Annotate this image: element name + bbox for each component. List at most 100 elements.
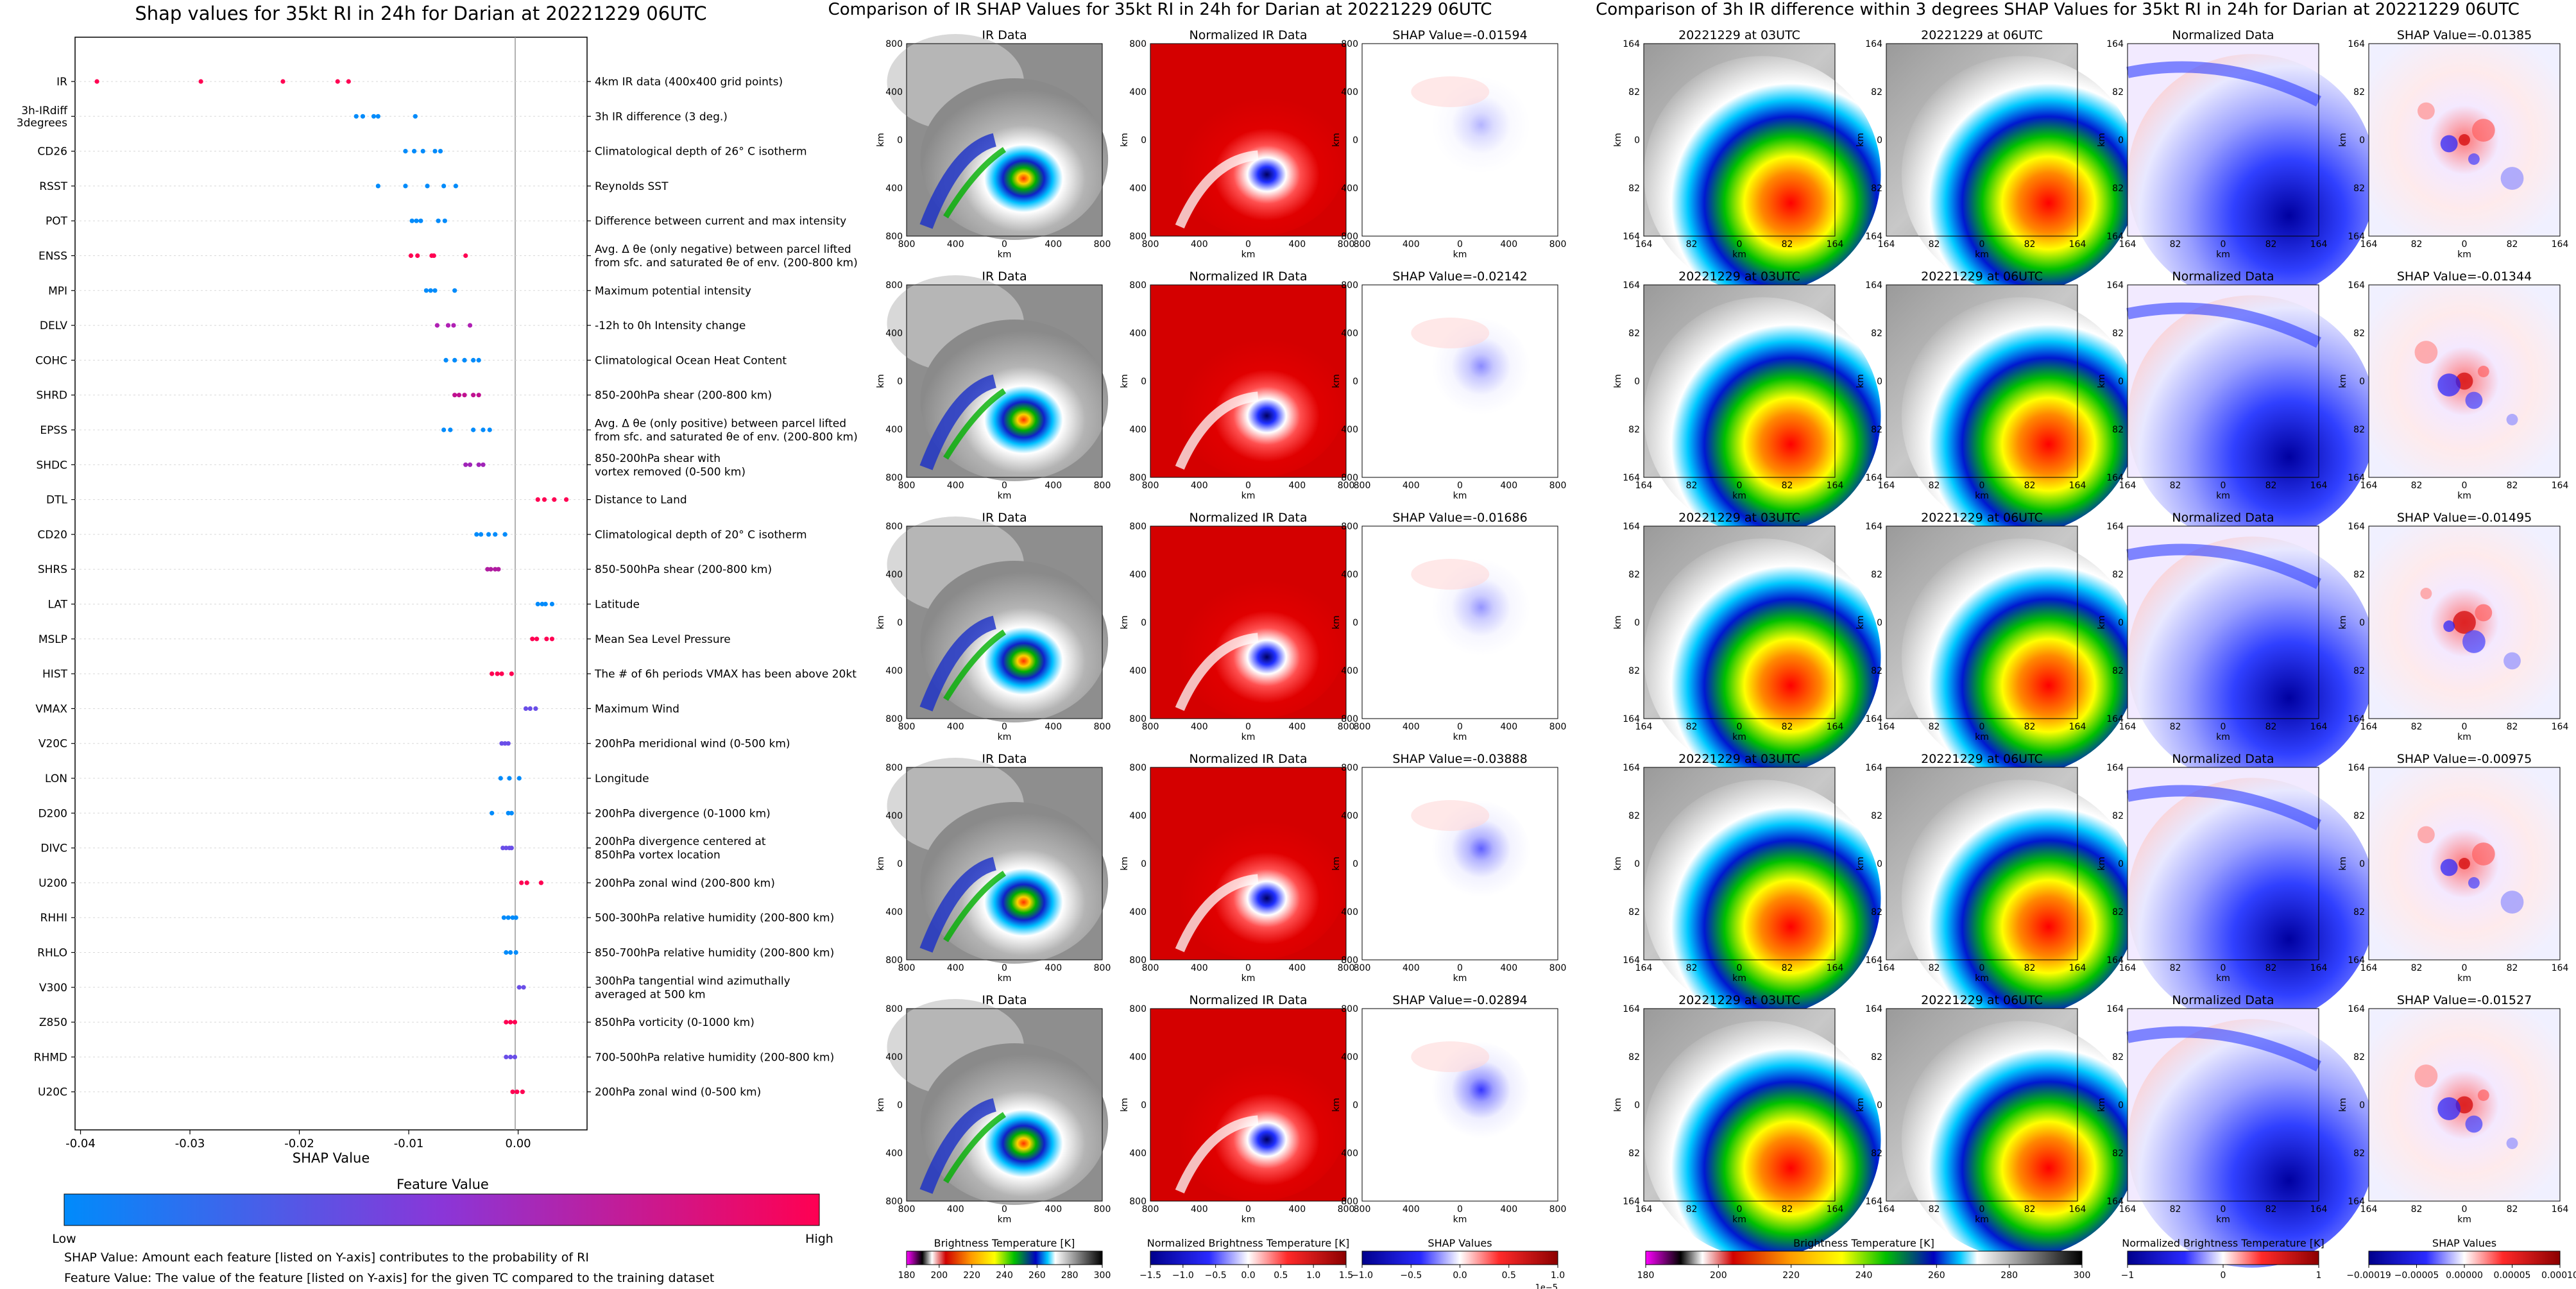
x-tick-label: 0 — [1245, 1204, 1251, 1215]
y-tick-label: 82 — [1628, 184, 1640, 194]
shap-point — [512, 1020, 518, 1025]
x-axis-label: km — [2216, 1215, 2230, 1225]
y-tick-label: 82 — [2112, 1052, 2124, 1063]
panel-title: SHAP Value=-0.01527 — [2397, 993, 2532, 1007]
x-tick-label: 800 — [898, 963, 916, 973]
feature-label: V20C — [38, 738, 67, 751]
y-tick-label: 82 — [2112, 184, 2124, 194]
shap-point — [471, 427, 476, 432]
feature-label: Z850 — [39, 1016, 67, 1029]
y-tick-label: 82 — [2112, 87, 2124, 98]
panel-title: IR Data — [982, 269, 1027, 284]
y-tick-label: 400 — [1129, 425, 1147, 435]
x-tick-label: 800 — [1338, 1204, 1355, 1215]
shap-point — [496, 567, 501, 572]
panel-frame — [1150, 1008, 1347, 1202]
rain-band — [919, 374, 997, 470]
shap-point — [512, 1054, 518, 1059]
x-tick-label: 400 — [1045, 239, 1062, 250]
shap-point — [549, 601, 555, 607]
y-tick-label: 0 — [1352, 135, 1358, 146]
x-tick-label: 82 — [1782, 481, 1793, 491]
colorbar-strip — [1150, 1251, 1347, 1265]
y-tick-label: 164 — [1623, 280, 1640, 291]
y-tick-label: 800 — [1129, 473, 1147, 483]
y-tick-label: 800 — [885, 232, 903, 242]
panel-title: SHAP Value=-0.02142 — [1392, 269, 1527, 284]
y-tick-label: 400 — [1129, 811, 1147, 821]
colorbar-tick-label: 240 — [996, 1270, 1013, 1281]
y-axis-label: km — [2338, 133, 2348, 147]
storm-core — [1644, 780, 1881, 1017]
shap-point — [431, 253, 436, 259]
feature-label: LON — [45, 773, 67, 785]
panel-title: SHAP Value=-0.01686 — [1392, 511, 1527, 525]
shap-point — [476, 462, 481, 467]
x-tick-label: 800 — [898, 1204, 916, 1215]
x-tick-label: 400 — [1403, 963, 1420, 973]
panel-title: Normalized Data — [2172, 511, 2274, 525]
x-tick-label: 82 — [2170, 963, 2181, 973]
shap-point — [481, 427, 486, 432]
shap-positive-area — [1411, 1041, 1490, 1072]
y-tick-label: 0 — [1352, 859, 1358, 869]
x-tick-label: 400 — [1045, 1204, 1062, 1215]
ir-panel-r5-c2: Normalized IR Data8008004004000040040080… — [1120, 993, 1354, 1225]
y-axis-label: km — [1331, 1098, 1342, 1112]
feature-label: CD20 — [37, 529, 67, 542]
y-tick-label: 164 — [1865, 1004, 1882, 1014]
x-tick-label: 0 — [1245, 963, 1251, 973]
y-tick-label: 164 — [2348, 763, 2365, 773]
shap-point — [448, 427, 453, 432]
y-tick-label: 800 — [885, 955, 903, 966]
y-axis-label: km — [1331, 615, 1342, 629]
panel-frame — [906, 767, 1103, 960]
panel-frame — [1643, 43, 1836, 237]
x-tick-label: 164 — [2069, 722, 2086, 732]
shap-point — [432, 288, 438, 293]
x-tick-label: 800 — [1142, 722, 1159, 732]
panel-frame — [1886, 525, 2078, 719]
feature-description: 850hPa vorticity (0-1000 km) — [595, 1016, 755, 1029]
x-tick-label: 82 — [2411, 722, 2423, 732]
panel-title: SHAP Value=-0.01495 — [2397, 511, 2532, 525]
shap-diff-spot — [2503, 652, 2521, 670]
y-tick-label: 0 — [2118, 377, 2124, 387]
panel-title: SHAP Value=-0.01385 — [2397, 28, 2532, 42]
shap-point — [420, 149, 425, 154]
shap-point — [471, 393, 476, 398]
x-tick-label: 164 — [2310, 239, 2328, 250]
y-tick-label: 800 — [1341, 473, 1358, 483]
feature-label: DTL — [46, 494, 67, 507]
storm-core — [1901, 56, 2139, 293]
feature-colorbar — [64, 1193, 820, 1226]
x-tick-label: 164 — [2360, 963, 2378, 973]
shap-point — [516, 776, 522, 781]
shap-point — [543, 601, 548, 607]
y-tick-label: 164 — [1623, 522, 1640, 532]
x-tick-label: 400 — [1500, 963, 1517, 973]
x-tick-label: 164 — [1635, 963, 1653, 973]
panel-frame — [906, 43, 1103, 237]
x-tick-label: 164 — [2310, 963, 2328, 973]
y-tick-label: 0 — [1141, 377, 1147, 387]
x-tick-label: 82 — [2024, 963, 2036, 973]
y-tick-label: 400 — [1341, 666, 1358, 676]
cloud-band — [2126, 61, 2322, 107]
shap-point — [375, 184, 380, 189]
shap-point — [519, 880, 524, 885]
y-axis-label: km — [2097, 374, 2107, 388]
y-tick-label: 800 — [1341, 1004, 1358, 1014]
colorbar-tick-label: 1.0 — [1306, 1270, 1320, 1281]
shap-point — [504, 846, 509, 851]
panel-title: Normalized Data — [2172, 752, 2274, 766]
y-tick-label: 164 — [2348, 1197, 2365, 1207]
y-tick-label: 82 — [1871, 666, 1882, 676]
colorbar-low-label: Low — [52, 1232, 76, 1246]
beeswarm-title: Shap values for 35kt RI in 24h for Daria… — [135, 3, 706, 24]
x-tick-label: 800 — [1094, 239, 1111, 250]
x-tick-label: 800 — [1338, 239, 1355, 250]
shap-point — [552, 497, 557, 502]
colorbar-tick-label: 220 — [963, 1270, 980, 1281]
